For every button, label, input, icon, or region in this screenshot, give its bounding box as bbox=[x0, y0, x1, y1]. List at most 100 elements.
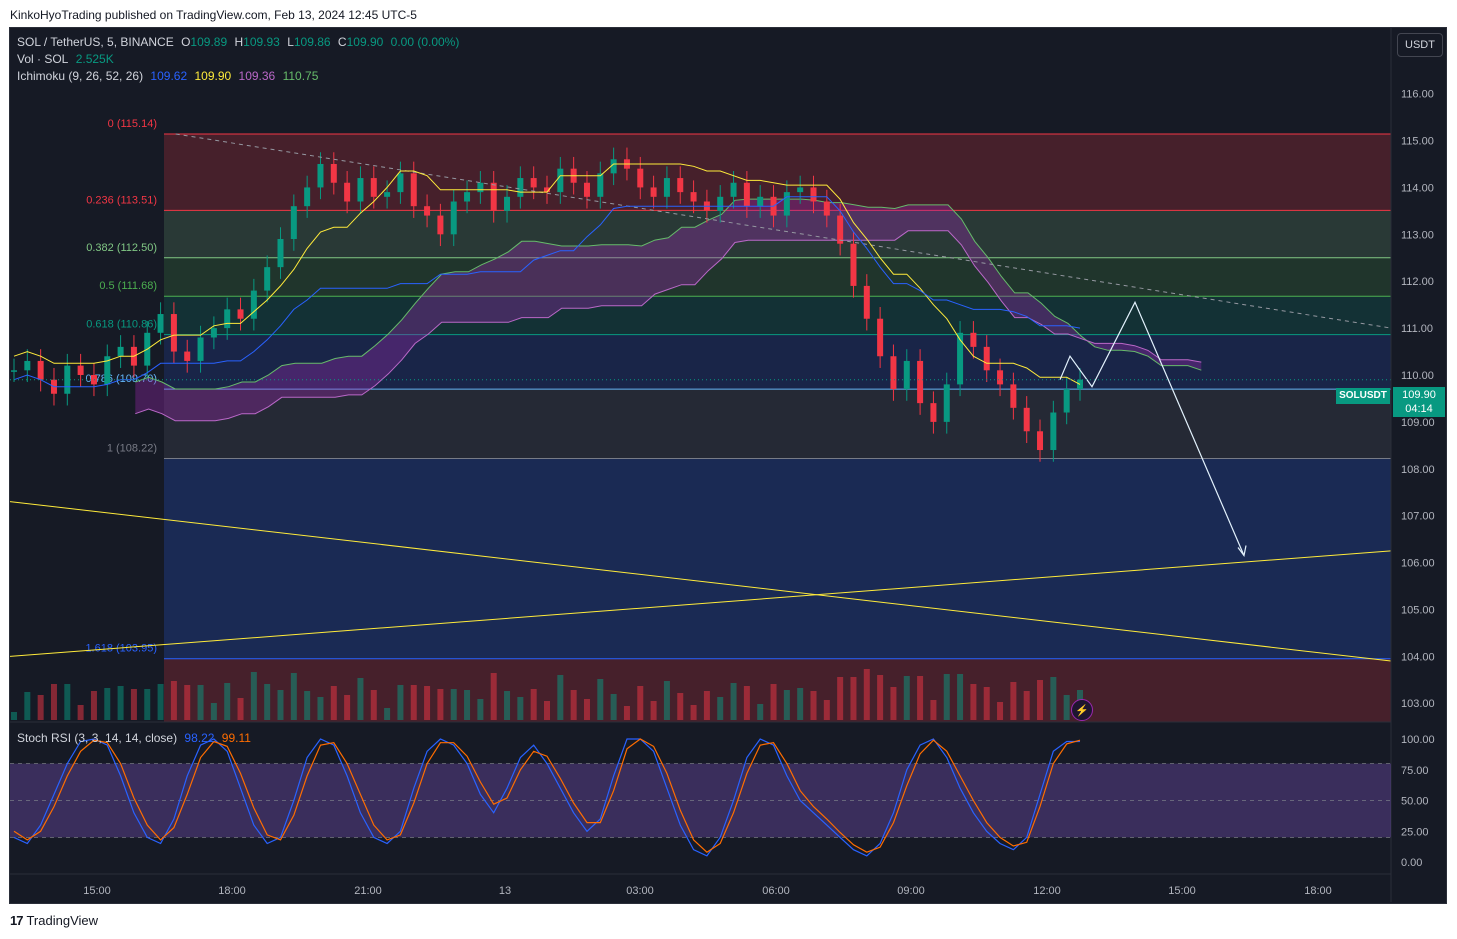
stoch-label[interactable]: Stoch RSI (3, 3, 14, 14, close) bbox=[17, 731, 178, 745]
candle-body bbox=[517, 178, 524, 197]
volume-bar bbox=[530, 689, 537, 720]
price-tick-label: 108.00 bbox=[1401, 464, 1435, 476]
volume-bar bbox=[170, 681, 177, 720]
volume-bar bbox=[357, 678, 364, 720]
volume-value: 2.525K bbox=[75, 52, 114, 66]
candle-body bbox=[837, 215, 844, 244]
candle-body bbox=[797, 187, 804, 193]
volume-bar bbox=[144, 689, 151, 720]
candle-body bbox=[663, 178, 670, 197]
candle-body bbox=[863, 285, 870, 319]
volume-bar bbox=[823, 700, 830, 720]
candle-body bbox=[250, 290, 257, 319]
volume-bar bbox=[663, 681, 670, 720]
candle-body bbox=[890, 356, 897, 390]
stoch-d-line bbox=[13, 738, 1081, 853]
ichimoku-span-b-line bbox=[135, 230, 1202, 422]
candle-body bbox=[903, 360, 910, 390]
volume-bar bbox=[304, 691, 311, 720]
price-tick-label: 107.00 bbox=[1401, 511, 1435, 523]
candle-body bbox=[917, 360, 924, 404]
volume-bar bbox=[637, 686, 644, 720]
ichimoku-tenkan: 109.90 bbox=[194, 69, 232, 83]
volume-label[interactable]: Vol · SOL bbox=[17, 52, 69, 66]
currency-button[interactable]: USDT bbox=[1397, 33, 1443, 57]
stoch-legend: Stoch RSI (3, 3, 14, 14, close) 98.22 99… bbox=[17, 731, 255, 745]
volume-bar bbox=[64, 684, 71, 720]
volume-bar bbox=[11, 712, 17, 720]
stoch-k-line bbox=[13, 738, 1080, 857]
volume-bar bbox=[37, 695, 44, 720]
volume-bar bbox=[1037, 680, 1044, 720]
ichimoku-cloud bbox=[135, 199, 1202, 421]
fib-label: 0.786 (109.70) bbox=[85, 373, 157, 385]
footer-brand[interactable]: TradingView bbox=[26, 913, 99, 928]
volume-bar bbox=[437, 689, 444, 720]
candle-body bbox=[504, 196, 511, 211]
volume-bar bbox=[997, 702, 1004, 720]
volume-bar bbox=[50, 684, 57, 720]
high-label: H bbox=[234, 35, 244, 49]
ichimoku-label[interactable]: Ichimoku (9, 26, 52, 26) bbox=[17, 69, 144, 83]
candle-body bbox=[983, 346, 990, 371]
volume-bar bbox=[837, 677, 844, 720]
candle-body bbox=[330, 163, 337, 183]
volume-bar bbox=[237, 698, 244, 720]
volume-bar bbox=[410, 685, 417, 720]
volume-bar bbox=[930, 700, 937, 720]
candle-body bbox=[730, 182, 737, 197]
last-price: 109.90 bbox=[1402, 389, 1436, 401]
candle-body bbox=[970, 332, 977, 347]
candle-body bbox=[437, 215, 444, 235]
volume-bar bbox=[464, 690, 471, 720]
volume-bar bbox=[370, 690, 377, 720]
open-value: 109.89 bbox=[190, 35, 228, 49]
stoch-tick-label: 75.00 bbox=[1401, 765, 1429, 777]
volume-bar bbox=[703, 691, 710, 720]
volume-bar bbox=[877, 675, 884, 720]
tradingview-logo-icon: 17 bbox=[10, 913, 24, 928]
volume-bar bbox=[850, 677, 857, 720]
trendline-ascending bbox=[9, 550, 1392, 657]
volume-bar bbox=[957, 674, 964, 720]
price-tick-label: 114.00 bbox=[1401, 182, 1434, 194]
volume-bar bbox=[557, 675, 564, 720]
stoch-k-value: 98.22 bbox=[184, 731, 215, 745]
alert-bolt-icon[interactable]: ⚡ bbox=[1071, 699, 1093, 721]
volume-bar bbox=[77, 705, 84, 720]
price-tick-label: 110.00 bbox=[1401, 370, 1434, 382]
chart-frame[interactable] bbox=[9, 27, 1447, 904]
symbol-name[interactable]: SOL / TetherUS, 5, BINANCE bbox=[17, 35, 174, 49]
volume-bar bbox=[397, 685, 404, 720]
candle-body bbox=[370, 178, 377, 197]
candle-body bbox=[1063, 389, 1070, 413]
ichimoku-span-a: 110.75 bbox=[282, 69, 319, 83]
candle-body bbox=[290, 206, 297, 240]
volume-bar bbox=[1023, 691, 1030, 720]
volume-bar bbox=[210, 703, 217, 720]
price-tick-label: 109.00 bbox=[1401, 417, 1435, 429]
ichimoku-span-a-line bbox=[135, 198, 1202, 390]
time-tick-label: 15:00 bbox=[83, 885, 111, 897]
low-value: 109.86 bbox=[293, 35, 331, 49]
candle-body bbox=[597, 173, 604, 197]
volume-bar bbox=[570, 690, 577, 720]
candle-body bbox=[357, 178, 364, 202]
fib-zone bbox=[164, 210, 1391, 258]
volume-bar bbox=[250, 672, 257, 720]
stoch-tick-label: 25.00 bbox=[1401, 826, 1429, 838]
volume-bar bbox=[317, 697, 324, 720]
price-tick-label: 113.00 bbox=[1401, 229, 1434, 241]
fib-label: 1 (108.22) bbox=[107, 442, 157, 454]
projection-arrowhead bbox=[1237, 545, 1247, 557]
candle-body bbox=[317, 163, 324, 188]
open-label: O bbox=[181, 35, 191, 49]
time-tick-label: 12:00 bbox=[1033, 885, 1061, 897]
time-tick-label: 18:00 bbox=[218, 885, 246, 897]
volume-legend: Vol · SOL 2.525K bbox=[17, 52, 118, 66]
trendline-dashed bbox=[175, 133, 1392, 329]
fib-zone bbox=[164, 257, 1391, 297]
candle-body bbox=[197, 337, 204, 361]
volume-bar bbox=[477, 699, 484, 720]
